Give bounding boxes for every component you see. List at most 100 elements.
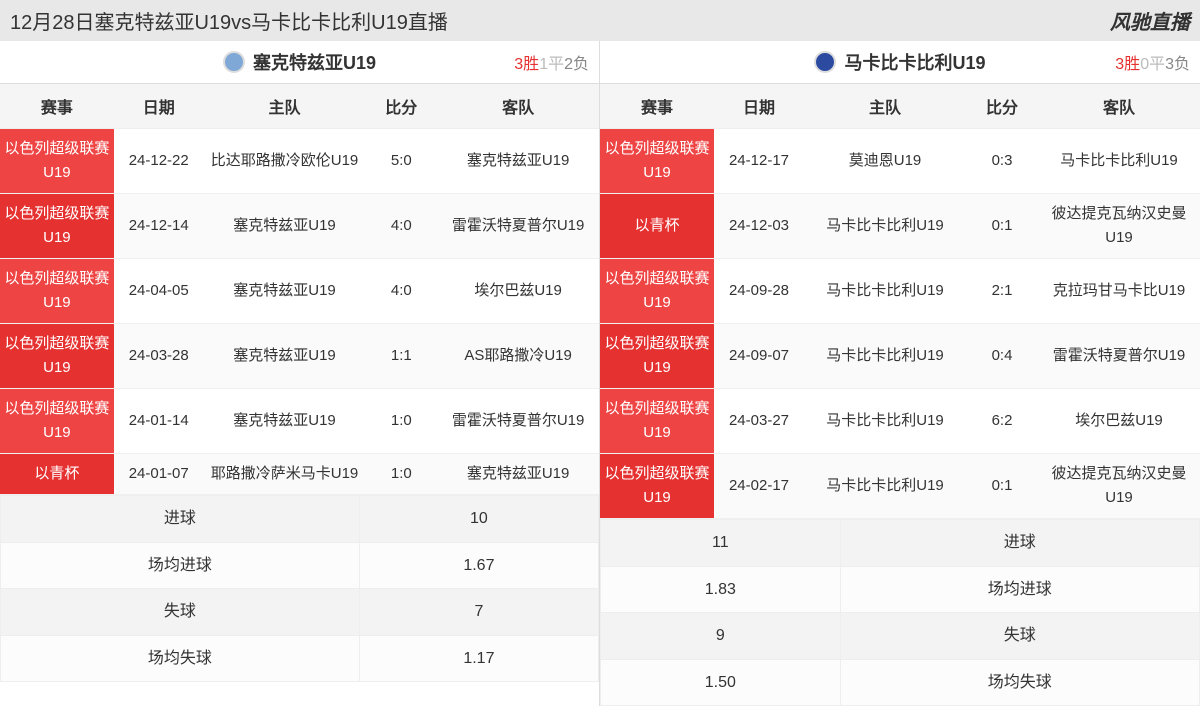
cell-competition: 以色列超级联赛U19	[0, 129, 114, 194]
stats-label: 进球	[1, 496, 360, 543]
table-row[interactable]: 以色列超级联赛U1924-12-14塞克特兹亚U194:0雷霍沃特夏普尔U19	[0, 194, 599, 259]
table-row[interactable]: 以色列超级联赛U1924-09-28马卡比卡比利U192:1克拉玛甘马卡比U19	[600, 259, 1200, 324]
col-score: 比分	[966, 84, 1038, 129]
table-row[interactable]: 以色列超级联赛U1924-01-14塞克特兹亚U191:0雷霍沃特夏普尔U19	[0, 389, 599, 454]
cell-date: 24-01-07	[114, 454, 204, 495]
cell-score: 1:0	[365, 389, 437, 454]
cell-competition: 以色列超级联赛U19	[0, 259, 114, 324]
col-competition: 赛事	[0, 84, 114, 129]
cell-home: 塞克特兹亚U19	[204, 194, 366, 259]
stats-value: 1.83	[601, 566, 841, 613]
cell-competition: 以色列超级联赛U19	[600, 129, 714, 194]
col-home: 主队	[204, 84, 366, 129]
cell-date: 24-01-14	[114, 389, 204, 454]
col-away: 客队	[1038, 84, 1200, 129]
stats-row: 进球10	[1, 496, 599, 543]
stats-label: 场均失球	[840, 659, 1199, 706]
table-header-row: 赛事 日期 主队 比分 客队	[600, 84, 1200, 129]
right-stats-table: 11进球1.83场均进球9失球1.50场均失球	[600, 519, 1200, 706]
table-row[interactable]: 以色列超级联赛U1924-12-17莫迪恩U190:3马卡比卡比利U19	[600, 129, 1200, 194]
right-wins: 3胜	[1115, 56, 1140, 73]
cell-score: 2:1	[966, 259, 1038, 324]
cell-date: 24-12-17	[714, 129, 804, 194]
left-team-logo-icon	[223, 51, 245, 73]
stats-label: 场均进球	[1, 542, 360, 589]
table-row[interactable]: 以色列超级联赛U1924-09-07马卡比卡比利U190:4雷霍沃特夏普尔U19	[600, 324, 1200, 389]
stats-value: 11	[601, 520, 841, 567]
cell-score: 5:0	[365, 129, 437, 194]
cell-score: 6:2	[966, 389, 1038, 454]
cell-competition: 以色列超级联赛U19	[600, 259, 714, 324]
content-wrapper: 塞克特兹亚U19 3胜1平2负 赛事 日期 主队 比分 客队 以色列超级联赛U1…	[0, 41, 1200, 706]
stats-value: 9	[601, 613, 841, 660]
stats-value: 1.50	[601, 659, 841, 706]
stats-row: 场均进球1.67	[1, 542, 599, 589]
cell-score: 4:0	[365, 194, 437, 259]
stats-value: 10	[359, 496, 598, 543]
left-team-name: 塞克特兹亚U19	[253, 49, 376, 75]
left-matches-table: 赛事 日期 主队 比分 客队 以色列超级联赛U1924-12-22比达耶路撒冷欧…	[0, 84, 599, 495]
cell-competition: 以色列超级联赛U19	[0, 389, 114, 454]
left-record: 3胜1平2负	[514, 50, 589, 74]
col-date: 日期	[714, 84, 804, 129]
table-row[interactable]: 以色列超级联赛U1924-04-05塞克特兹亚U194:0埃尔巴兹U19	[0, 259, 599, 324]
cell-away: 雷霍沃特夏普尔U19	[437, 194, 599, 259]
right-losses: 3负	[1165, 56, 1190, 73]
cell-score: 1:0	[365, 454, 437, 495]
table-row[interactable]: 以色列超级联赛U1924-03-28塞克特兹亚U191:1AS耶路撒冷U19	[0, 324, 599, 389]
cell-away: 埃尔巴兹U19	[1038, 389, 1200, 454]
cell-score: 0:4	[966, 324, 1038, 389]
table-row[interactable]: 以青杯24-01-07耶路撒冷萨米马卡U191:0塞克特兹亚U19	[0, 454, 599, 495]
right-record: 3胜0平3负	[1115, 50, 1190, 74]
table-row[interactable]: 以色列超级联赛U1924-02-17马卡比卡比利U190:1彼达提克瓦纳汉史曼U…	[600, 454, 1200, 519]
cell-score: 4:0	[365, 259, 437, 324]
stats-row: 1.83场均进球	[601, 566, 1200, 613]
cell-home: 马卡比卡比利U19	[804, 389, 966, 454]
cell-away: 马卡比卡比利U19	[1038, 129, 1200, 194]
cell-competition: 以色列超级联赛U19	[600, 324, 714, 389]
table-header-row: 赛事 日期 主队 比分 客队	[0, 84, 599, 129]
left-stats-table: 进球10场均进球1.67失球7场均失球1.17	[0, 495, 599, 682]
table-row[interactable]: 以色列超级联赛U1924-03-27马卡比卡比利U196:2埃尔巴兹U19	[600, 389, 1200, 454]
cell-date: 24-09-28	[714, 259, 804, 324]
top-bar: 12月28日塞克特兹亚U19vs马卡比卡比利U19直播 风驰直播	[0, 0, 1200, 41]
col-home: 主队	[804, 84, 966, 129]
cell-date: 24-03-27	[714, 389, 804, 454]
cell-date: 24-12-14	[114, 194, 204, 259]
cell-home: 马卡比卡比利U19	[804, 259, 966, 324]
stats-label: 失球	[1, 589, 360, 636]
stats-label: 失球	[840, 613, 1199, 660]
left-panel: 塞克特兹亚U19 3胜1平2负 赛事 日期 主队 比分 客队 以色列超级联赛U1…	[0, 41, 600, 706]
cell-away: 克拉玛甘马卡比U19	[1038, 259, 1200, 324]
cell-home: 塞克特兹亚U19	[204, 389, 366, 454]
cell-date: 24-12-03	[714, 194, 804, 259]
cell-away: 埃尔巴兹U19	[437, 259, 599, 324]
col-competition: 赛事	[600, 84, 714, 129]
cell-home: 莫迪恩U19	[804, 129, 966, 194]
stats-row: 失球7	[1, 589, 599, 636]
cell-home: 马卡比卡比利U19	[804, 324, 966, 389]
col-date: 日期	[114, 84, 204, 129]
col-score: 比分	[365, 84, 437, 129]
right-team-header: 马卡比卡比利U19 3胜0平3负	[600, 41, 1200, 84]
cell-away: AS耶路撒冷U19	[437, 324, 599, 389]
cell-date: 24-09-07	[714, 324, 804, 389]
cell-away: 雷霍沃特夏普尔U19	[437, 389, 599, 454]
cell-score: 0:1	[966, 194, 1038, 259]
right-draws: 0平	[1140, 56, 1165, 73]
cell-away: 塞克特兹亚U19	[437, 454, 599, 495]
stats-label: 进球	[840, 520, 1199, 567]
cell-score: 0:3	[966, 129, 1038, 194]
left-draws: 1平	[539, 56, 564, 73]
right-panel: 马卡比卡比利U19 3胜0平3负 赛事 日期 主队 比分 客队 以色列超级联赛U…	[600, 41, 1200, 706]
cell-date: 24-04-05	[114, 259, 204, 324]
stats-row: 11进球	[601, 520, 1200, 567]
cell-home: 比达耶路撒冷欧伦U19	[204, 129, 366, 194]
cell-away: 彼达提克瓦纳汉史曼U19	[1038, 194, 1200, 259]
cell-home: 耶路撒冷萨米马卡U19	[204, 454, 366, 495]
table-row[interactable]: 以色列超级联赛U1924-12-22比达耶路撒冷欧伦U195:0塞克特兹亚U19	[0, 129, 599, 194]
cell-competition: 以青杯	[600, 194, 714, 259]
stats-label: 场均进球	[840, 566, 1199, 613]
table-row[interactable]: 以青杯24-12-03马卡比卡比利U190:1彼达提克瓦纳汉史曼U19	[600, 194, 1200, 259]
cell-away: 塞克特兹亚U19	[437, 129, 599, 194]
